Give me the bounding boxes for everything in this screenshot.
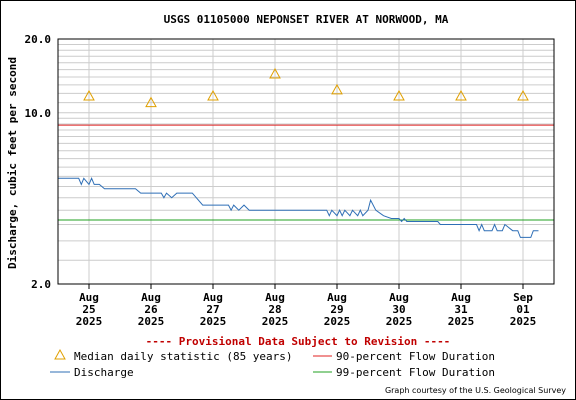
series-lines [58, 177, 539, 238]
median-marker [393, 90, 405, 101]
x-tick-label: 26 [144, 303, 158, 316]
x-tick-label: Aug [203, 291, 223, 304]
x-tick-label: 2025 [448, 315, 475, 328]
y-tick-label: 20.0 [25, 33, 52, 46]
x-tick-label: Aug [451, 291, 471, 304]
x-tick-label: 2025 [386, 315, 413, 328]
legend-label: Median daily statistic (85 years) [74, 350, 293, 363]
x-tick-label: 30 [392, 303, 405, 316]
legend-median-icon [54, 348, 66, 360]
y-tick-labels: 2.0 10.0 20.0 [25, 33, 52, 291]
x-tick-label: 28 [268, 303, 281, 316]
legend-label: 90-percent Flow Duration [336, 350, 495, 363]
x-tick-label: Aug [265, 291, 285, 304]
y-axis-label: Discharge, cubic feet per second [6, 57, 19, 269]
x-tick-label: 2025 [138, 315, 165, 328]
chart-title: USGS 01105000 NEPONSET RIVER AT NORWOOD,… [164, 13, 449, 26]
y-tick-label: 10.0 [25, 107, 52, 120]
median-marker [517, 90, 529, 101]
discharge-line [58, 177, 539, 238]
median-markers [83, 67, 529, 108]
x-tick-label: 31 [454, 303, 468, 316]
reference-lines [58, 124, 554, 221]
x-tick-label: Aug [79, 291, 99, 304]
x-tick-label: 2025 [324, 315, 351, 328]
x-tick-labels: Aug252025Aug262025Aug272025Aug282025Aug2… [76, 284, 537, 328]
median-marker [207, 90, 219, 101]
median-marker [269, 67, 281, 79]
y-tick-label: 2.0 [31, 278, 51, 291]
x-tick-label: 2025 [76, 315, 103, 328]
x-tick-label: 25 [82, 303, 95, 316]
plot-area-border [57, 38, 555, 285]
x-tick-label: Aug [327, 291, 347, 304]
provisional-notice: ---- Provisional Data Subject to Revisio… [146, 335, 451, 348]
grid [58, 38, 554, 285]
x-tick-label: 2025 [200, 315, 227, 328]
x-tick-label: 29 [330, 303, 343, 316]
x-tick-label: 2025 [510, 315, 537, 328]
legend-label: Discharge [74, 366, 134, 379]
median-marker [83, 90, 95, 101]
legend-label: 99-percent Flow Duration [336, 366, 495, 379]
x-tick-label: Aug [389, 291, 409, 304]
x-tick-label: 27 [206, 303, 219, 316]
median-marker [145, 96, 157, 108]
median-marker [455, 90, 467, 101]
x-tick-label: 01 [516, 303, 530, 316]
median-marker [331, 83, 343, 95]
x-tick-label: Sep [513, 291, 533, 304]
credit-text: Graph courtesy of the U.S. Geological Su… [385, 386, 566, 395]
legend: Median daily statistic (85 years) Dischar… [50, 348, 495, 379]
x-tick-label: 2025 [262, 315, 289, 328]
x-tick-label: Aug [141, 291, 161, 304]
